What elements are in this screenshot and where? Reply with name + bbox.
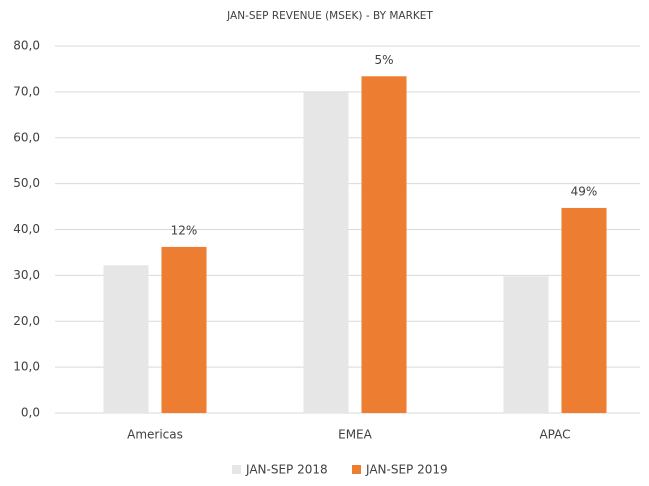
x-tick-label: Americas (127, 428, 183, 442)
legend-swatch (232, 465, 241, 474)
bar (361, 76, 407, 413)
bar (503, 276, 549, 413)
annotation: 5% (374, 53, 393, 67)
y-tick-label: 70,0 (13, 84, 40, 98)
y-tick-label: 80,0 (13, 39, 40, 53)
annotation: 49% (571, 184, 598, 198)
legend-swatch (352, 465, 361, 474)
y-tick-label: 40,0 (13, 222, 40, 236)
bar (303, 92, 349, 414)
y-tick-label: 10,0 (13, 360, 40, 374)
x-tick-label: APAC (539, 428, 570, 442)
bar (161, 246, 207, 413)
chart-title: JAN-SEP REVENUE (MSEK) - BY MARKET (226, 10, 433, 22)
bar (103, 265, 149, 413)
legend-label: JAN-SEP 2018 (245, 463, 328, 477)
y-tick-label: 30,0 (13, 268, 40, 282)
legend-label: JAN-SEP 2019 (365, 463, 448, 477)
y-tick-label: 60,0 (13, 130, 40, 144)
y-tick-label: 20,0 (13, 314, 40, 328)
x-tick-label: EMEA (338, 428, 373, 442)
y-tick-label: 50,0 (13, 176, 40, 190)
annotation: 12% (171, 223, 198, 237)
bar (561, 207, 607, 413)
y-tick-label: 0,0 (21, 406, 40, 420)
